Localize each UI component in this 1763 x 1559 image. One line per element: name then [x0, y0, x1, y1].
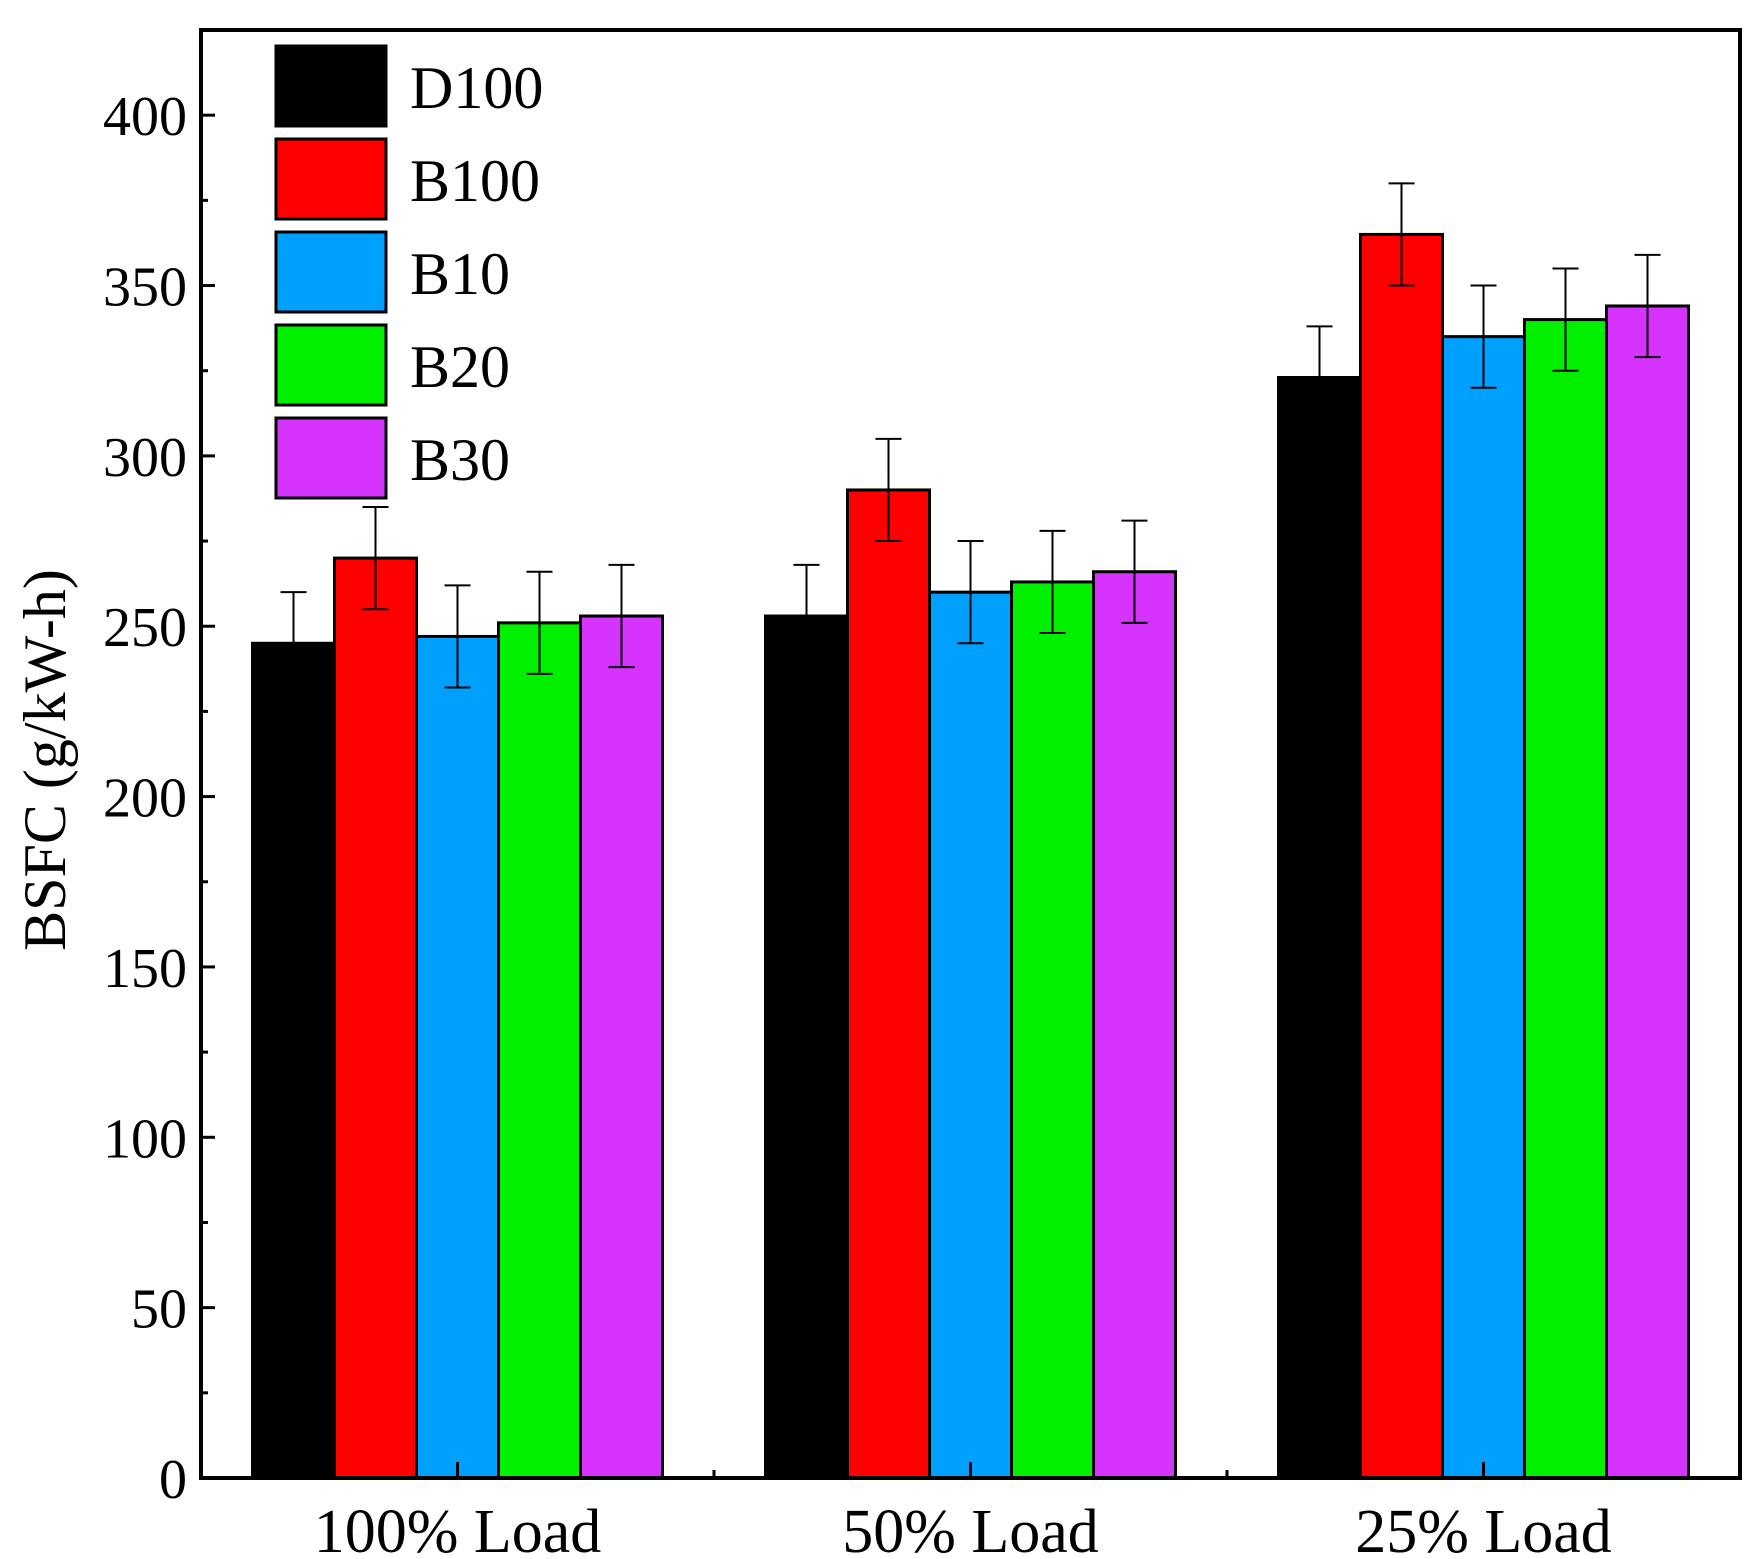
bar-b20-50-load: [1010, 580, 1095, 1480]
bar-b100-25-load: [1359, 232, 1444, 1480]
y-tick-label-150: 150: [103, 938, 187, 1000]
x-axis: 100% Load 50% Load 25% Load: [314, 1462, 1612, 1559]
y-tick-label-250: 250: [103, 597, 187, 659]
y-axis-label: BSFC (g/kW-h): [12, 569, 78, 951]
bar-b100-50-load: [846, 488, 931, 1480]
bar-b10-100-load: [415, 634, 500, 1480]
bar-d100-25-load: [1277, 376, 1362, 1480]
x-tick-label-100-load: 100% Load: [314, 1498, 602, 1554]
legend-swatch-b10: [274, 230, 388, 314]
bar-d100-100-load: [251, 641, 336, 1480]
x-tick-label-25-load: 25% Load: [1355, 1498, 1612, 1554]
legend-label-d100: D100: [410, 55, 543, 121]
legend-label-b100: B100: [410, 148, 540, 214]
y-tick-label-300: 300: [103, 427, 187, 489]
legend-swatch-b100: [274, 137, 388, 221]
legend-swatch-d100: [274, 44, 388, 128]
y-tick-label-350: 350: [103, 257, 187, 319]
bars-layer: [251, 232, 1690, 1480]
bar-b30-25-load: [1605, 304, 1690, 1480]
y-axis: 0 50 100 150 200 250 300 350 400: [103, 86, 215, 1511]
legend: D100 B100 B10 B20 B30: [274, 44, 543, 500]
y-tick-label-0: 0: [159, 1449, 187, 1511]
legend-label-b30: B30: [410, 427, 510, 493]
bar-b20-100-load: [497, 621, 582, 1480]
y-tick-label-400: 400: [103, 86, 187, 148]
y-tick-label-100: 100: [103, 1108, 187, 1170]
bar-b10-50-load: [928, 590, 1013, 1480]
bar-d100-50-load: [764, 614, 849, 1480]
bar-b10-25-load: [1441, 335, 1526, 1480]
bar-b30-50-load: [1092, 570, 1177, 1480]
legend-swatch-b30: [274, 416, 388, 500]
x-tick-label-50-load: 50% Load: [842, 1498, 1099, 1554]
error-bars-layer: [280, 182, 1661, 696]
bar-b30-100-load: [579, 614, 664, 1480]
bar-b20-25-load: [1523, 318, 1608, 1480]
y-tick-label-50: 50: [131, 1279, 187, 1341]
bar-b100-100-load: [333, 556, 418, 1480]
y-tick-label-200: 200: [103, 768, 187, 830]
legend-label-b20: B20: [410, 334, 510, 400]
legend-swatch-b20: [274, 323, 388, 407]
legend-label-b10: B10: [410, 241, 510, 307]
